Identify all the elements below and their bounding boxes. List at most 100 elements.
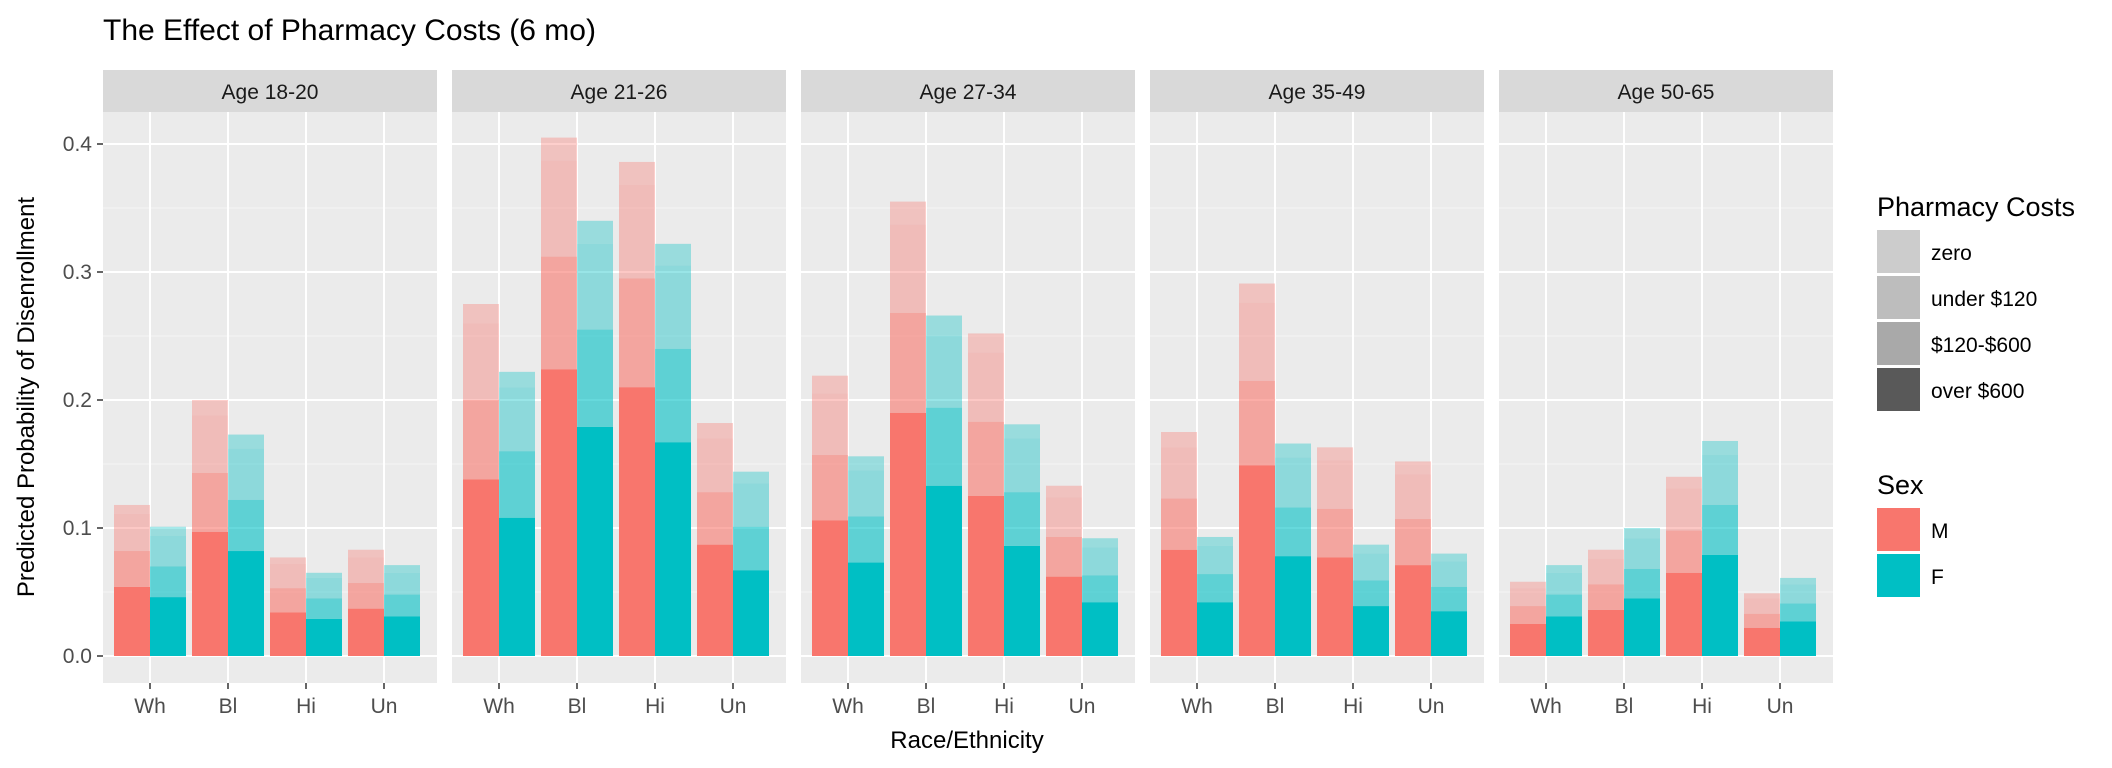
bar-segment bbox=[114, 513, 150, 552]
bar-segment bbox=[150, 535, 186, 567]
x-tick-label: Hi bbox=[645, 695, 665, 718]
bar-segment bbox=[1588, 549, 1624, 559]
legend-swatch bbox=[1877, 230, 1920, 273]
bar-segment bbox=[577, 426, 613, 656]
x-tick-label: Hi bbox=[1692, 695, 1712, 718]
legend-swatch bbox=[1877, 322, 1920, 365]
bar-segment bbox=[1624, 528, 1660, 539]
facet-panel: Age 21-26 Wh Bl Hi Un bbox=[452, 70, 786, 718]
x-tick-label: Un bbox=[371, 695, 398, 718]
x-tick-label: Wh bbox=[1181, 695, 1213, 718]
bar-segment bbox=[1353, 544, 1389, 554]
bar-segment bbox=[968, 496, 1004, 656]
bar-segment bbox=[1546, 616, 1582, 656]
legend-label: M bbox=[1931, 520, 1949, 543]
x-tick-label: Bl bbox=[568, 695, 587, 718]
bar-segment bbox=[306, 572, 342, 578]
bar-segment bbox=[192, 400, 228, 416]
x-tick-label: Hi bbox=[1343, 695, 1363, 718]
bar-segment bbox=[1510, 624, 1546, 656]
bar-segment bbox=[270, 563, 306, 589]
bar-segment bbox=[306, 598, 342, 619]
legend-swatch bbox=[1877, 554, 1920, 597]
bar-segment bbox=[1666, 530, 1702, 573]
bar-segment bbox=[306, 618, 342, 656]
x-tick-label: Un bbox=[1767, 695, 1794, 718]
bar-segment bbox=[619, 184, 655, 279]
bar-segment bbox=[1666, 476, 1702, 489]
bar-segment bbox=[1666, 488, 1702, 531]
legend-label: F bbox=[1931, 566, 1944, 589]
bar-segment bbox=[1624, 598, 1660, 656]
bar-segment bbox=[1275, 507, 1311, 557]
bar-segment bbox=[270, 557, 306, 564]
bar-segment bbox=[733, 570, 769, 656]
bar-segment bbox=[968, 333, 1004, 353]
bar-segment bbox=[1744, 593, 1780, 599]
bar-segment bbox=[1197, 574, 1233, 603]
bar-segment bbox=[228, 551, 264, 656]
bar-segment bbox=[1197, 536, 1233, 546]
x-tick-label: Wh bbox=[832, 695, 864, 718]
legend-swatch bbox=[1877, 508, 1920, 551]
bar-segment bbox=[655, 265, 691, 349]
bar-segment bbox=[1082, 602, 1118, 656]
bar-segment bbox=[150, 566, 186, 598]
bar-segment bbox=[1004, 424, 1040, 439]
bar-segment bbox=[1046, 536, 1082, 577]
bar-segment bbox=[926, 336, 962, 408]
bar-segment bbox=[890, 412, 926, 656]
bar-segment bbox=[1744, 627, 1780, 656]
facet-panel: Age 35-49 Wh Bl Hi Un bbox=[1150, 70, 1484, 718]
bar-segment bbox=[1624, 568, 1660, 599]
bar-segment bbox=[848, 470, 884, 517]
bar-segment bbox=[306, 577, 342, 599]
x-tick-label: Wh bbox=[483, 695, 515, 718]
bar-segment bbox=[848, 516, 884, 563]
x-tick-label: Wh bbox=[134, 695, 166, 718]
bar-segment bbox=[1197, 545, 1233, 575]
bar-segment bbox=[1780, 577, 1816, 585]
bar-segment bbox=[384, 616, 420, 656]
bar-segment bbox=[192, 531, 228, 656]
x-tick-label: Un bbox=[1418, 695, 1445, 718]
legend-title-sex: Sex bbox=[1877, 470, 1924, 500]
bar-segment bbox=[1510, 588, 1546, 607]
bar-segment bbox=[812, 455, 848, 521]
bar-segment bbox=[192, 415, 228, 473]
bar-segment bbox=[1431, 561, 1467, 587]
facet-strip bbox=[452, 70, 786, 112]
bar-segment bbox=[1431, 586, 1467, 612]
bar-segment bbox=[1546, 594, 1582, 617]
bar-segment bbox=[1510, 581, 1546, 589]
bar-segment bbox=[926, 485, 962, 656]
bar-segment bbox=[697, 544, 733, 656]
bar-segment bbox=[228, 499, 264, 552]
bar-segment bbox=[1744, 613, 1780, 628]
bar-segment bbox=[1780, 584, 1816, 604]
bar-segment bbox=[655, 442, 691, 656]
bar-segment bbox=[1004, 545, 1040, 656]
bar-segment bbox=[1744, 598, 1780, 614]
x-tick-label: Hi bbox=[296, 695, 316, 718]
legend-swatch bbox=[1877, 368, 1920, 411]
facet-strip bbox=[801, 70, 1135, 112]
x-tick-label: Bl bbox=[1615, 695, 1634, 718]
bar-segment bbox=[1702, 455, 1738, 505]
bar-segment bbox=[1275, 457, 1311, 508]
bar-segment bbox=[1353, 553, 1389, 581]
bar-segment bbox=[150, 597, 186, 656]
x-tick-label: Hi bbox=[994, 695, 1014, 718]
bar-segment bbox=[499, 371, 535, 388]
bar-segment bbox=[499, 517, 535, 656]
bar-segment bbox=[890, 224, 926, 313]
bar-segment bbox=[499, 451, 535, 518]
bar-segment bbox=[697, 438, 733, 493]
bar-segment bbox=[619, 161, 655, 185]
bar-segment bbox=[1588, 584, 1624, 610]
bar-segment bbox=[1161, 432, 1197, 448]
bar-segment bbox=[926, 315, 962, 336]
facet-panel: Age 27-34 Wh Bl Hi Un bbox=[801, 70, 1135, 718]
bar-segment bbox=[1431, 553, 1467, 562]
